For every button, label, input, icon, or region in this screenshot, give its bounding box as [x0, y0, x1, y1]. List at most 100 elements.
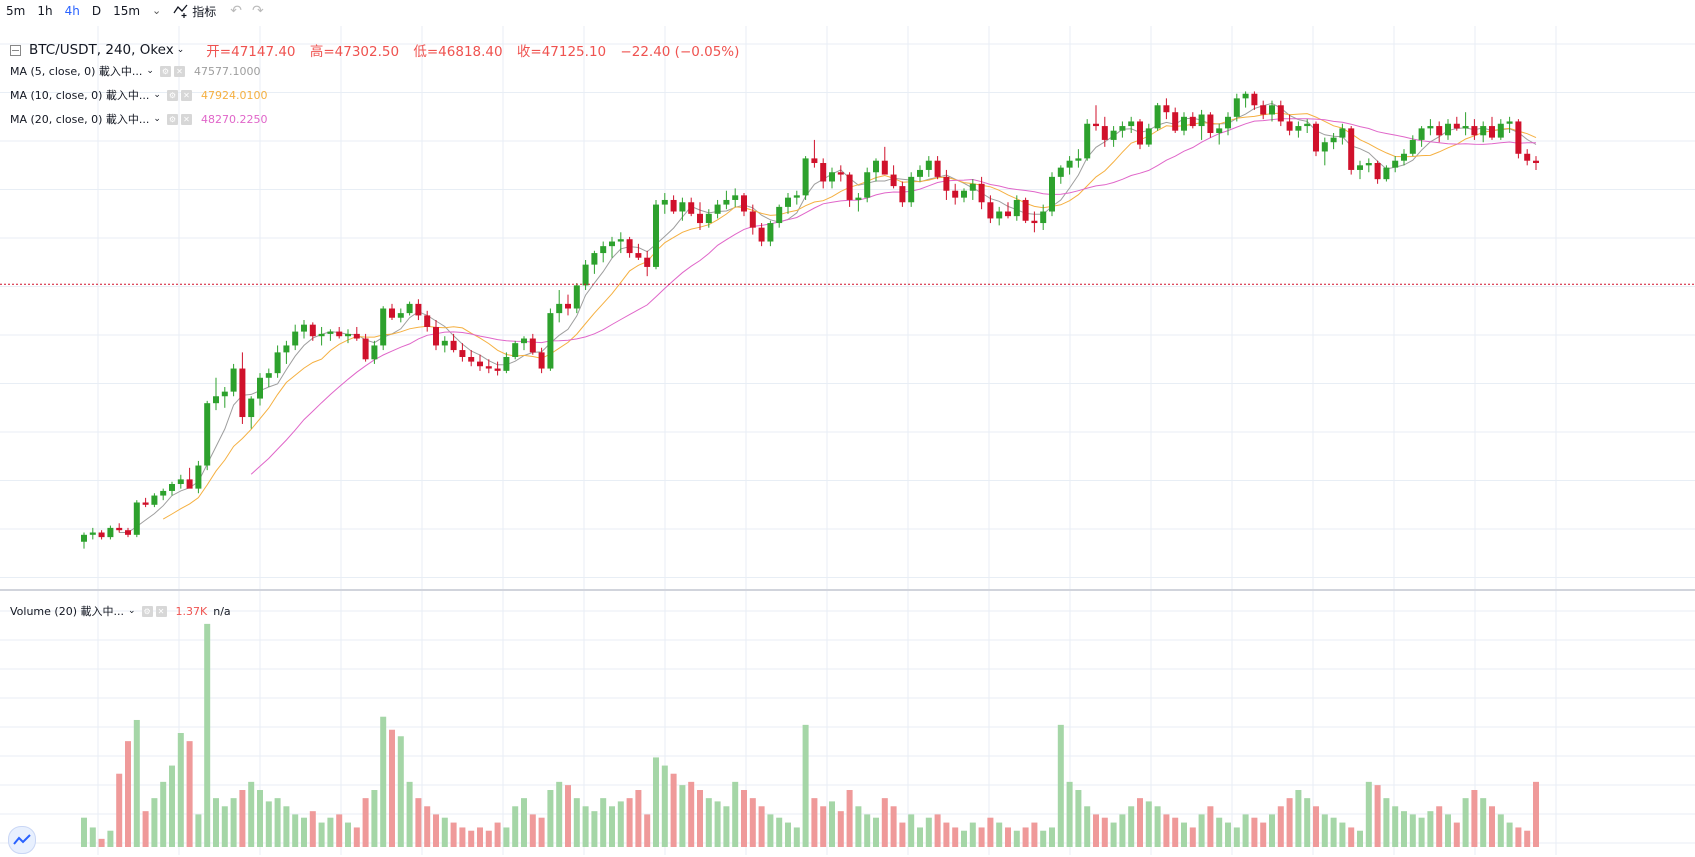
- volume-bar: [151, 798, 158, 847]
- tradingview-logo-icon[interactable]: [8, 826, 36, 854]
- volume-bar: [1524, 830, 1531, 847]
- candle-body: [943, 176, 950, 191]
- candle: [1427, 119, 1434, 136]
- price-pane[interactable]: BTC/USDT, 240, Okex ⌄ 开=47147.40 高=47302…: [0, 26, 1695, 589]
- volume-chart[interactable]: [0, 591, 1695, 855]
- candle: [864, 167, 871, 203]
- volume-bar: [89, 827, 96, 847]
- ma5-name[interactable]: MA (5, close, 0) 載入中...: [10, 65, 143, 78]
- candle: [1260, 100, 1267, 120]
- candle-body: [1453, 123, 1460, 129]
- candle: [591, 250, 598, 274]
- ma20-name[interactable]: MA (20, close, 0) 載入中...: [10, 113, 150, 126]
- volume-bar: [1313, 806, 1319, 847]
- volume-bar: [107, 830, 114, 847]
- ma10-chevron-down-icon[interactable]: ⌄: [153, 90, 161, 100]
- ma5-settings-icon[interactable]: ⚙: [159, 65, 171, 77]
- candle-body: [547, 313, 554, 369]
- volume-bar: [529, 814, 536, 847]
- candle-body: [1242, 93, 1249, 99]
- volume-bar: [406, 781, 413, 847]
- ma5-close-icon[interactable]: ✕: [173, 65, 185, 77]
- ma20-settings-icon[interactable]: ⚙: [166, 113, 178, 125]
- volume-bar: [741, 790, 747, 847]
- candle: [459, 343, 466, 362]
- candle-body: [327, 331, 334, 334]
- redo-icon[interactable]: ↷: [252, 3, 264, 19]
- toolbar: 5m 1h 4h D 15m ⌄ 指标 ↶ ↷: [0, 0, 1695, 22]
- volume-bar: [538, 817, 545, 847]
- volume-close-icon[interactable]: ✕: [155, 605, 167, 617]
- candle: [855, 193, 862, 212]
- timeframe-15m[interactable]: 15m: [113, 4, 141, 18]
- volume-bar: [1216, 817, 1223, 847]
- candle: [802, 156, 809, 200]
- symbol-dropdown-chevron-down-icon[interactable]: ⌄: [176, 45, 185, 55]
- volume-bar: [283, 806, 290, 847]
- candle: [908, 172, 915, 207]
- candle-body: [1128, 121, 1135, 127]
- candle-body: [151, 495, 158, 505]
- candle: [424, 310, 431, 332]
- candle: [389, 303, 395, 321]
- candle: [582, 260, 589, 291]
- volume-bar: [1022, 827, 1029, 847]
- volume-bar: [1128, 806, 1135, 847]
- volume-bar: [81, 817, 87, 847]
- candle-body: [485, 366, 492, 369]
- symbol-name[interactable]: BTC/USDT, 240, Okex: [29, 42, 174, 58]
- timeframe-d[interactable]: D: [91, 4, 102, 18]
- candle: [1040, 204, 1047, 230]
- candle-body: [890, 174, 897, 187]
- volume-bar: [1357, 830, 1363, 847]
- candle: [353, 326, 360, 341]
- price-chart[interactable]: [0, 26, 1695, 589]
- candle-body: [1198, 114, 1205, 127]
- volume-bar: [424, 806, 431, 847]
- ma10-close-icon[interactable]: ✕: [180, 89, 192, 101]
- pane-separator[interactable]: [0, 589, 1695, 591]
- candle-body: [1251, 93, 1258, 106]
- timeframe-5m[interactable]: 5m: [6, 4, 26, 18]
- candle-body: [142, 502, 149, 505]
- volume-bar: [1242, 814, 1249, 847]
- volume-bar: [1101, 817, 1108, 847]
- ma5-chevron-down-icon[interactable]: ⌄: [146, 66, 154, 76]
- timeframe-4h[interactable]: 4h: [64, 4, 80, 18]
- volume-pane[interactable]: Volume (20) 載入中... ⌄ ⚙ ✕ 1.37K n/a: [0, 591, 1695, 855]
- ma10-settings-icon[interactable]: ⚙: [166, 89, 178, 101]
- ma10-legend: MA (10, close, 0) 載入中... ⌄ ⚙ ✕ 47924.010…: [10, 87, 267, 103]
- candle-body: [1277, 105, 1284, 122]
- candle-body: [503, 356, 510, 371]
- candle-body: [987, 202, 994, 219]
- volume-bar: [600, 798, 607, 847]
- volume-bar: [776, 817, 783, 847]
- volume-bar: [1198, 814, 1205, 847]
- candle: [1049, 172, 1055, 217]
- undo-icon[interactable]: ↶: [230, 3, 243, 19]
- volume-settings-icon[interactable]: ⚙: [141, 605, 153, 617]
- candle-body: [732, 195, 739, 200]
- ma20-chevron-down-icon[interactable]: ⌄: [153, 114, 161, 124]
- ma10-name[interactable]: MA (10, close, 0) 載入中...: [10, 89, 150, 102]
- volume-chevron-down-icon[interactable]: ⌄: [127, 606, 136, 616]
- candle: [1031, 211, 1038, 233]
- volume-bar: [987, 817, 994, 847]
- candle: [767, 220, 774, 247]
- volume-name[interactable]: Volume (20) 載入中...: [10, 605, 124, 618]
- candle-body: [125, 530, 131, 535]
- volume-bar: [1163, 814, 1170, 847]
- volume-bar: [679, 785, 686, 847]
- timeframe-dropdown-chevron-down-icon[interactable]: ⌄: [152, 4, 162, 17]
- collapse-legend-icon[interactable]: [10, 44, 21, 56]
- candle-body: [468, 356, 475, 362]
- candle: [1497, 119, 1504, 140]
- candle-body: [917, 169, 923, 177]
- candle: [1445, 119, 1451, 140]
- timeframe-1h[interactable]: 1h: [37, 4, 53, 18]
- volume-bar: [1269, 814, 1275, 847]
- ma20-close-icon[interactable]: ✕: [180, 113, 192, 125]
- indicators-button[interactable]: 指标: [167, 3, 222, 20]
- candle: [142, 497, 149, 508]
- candle: [477, 354, 483, 371]
